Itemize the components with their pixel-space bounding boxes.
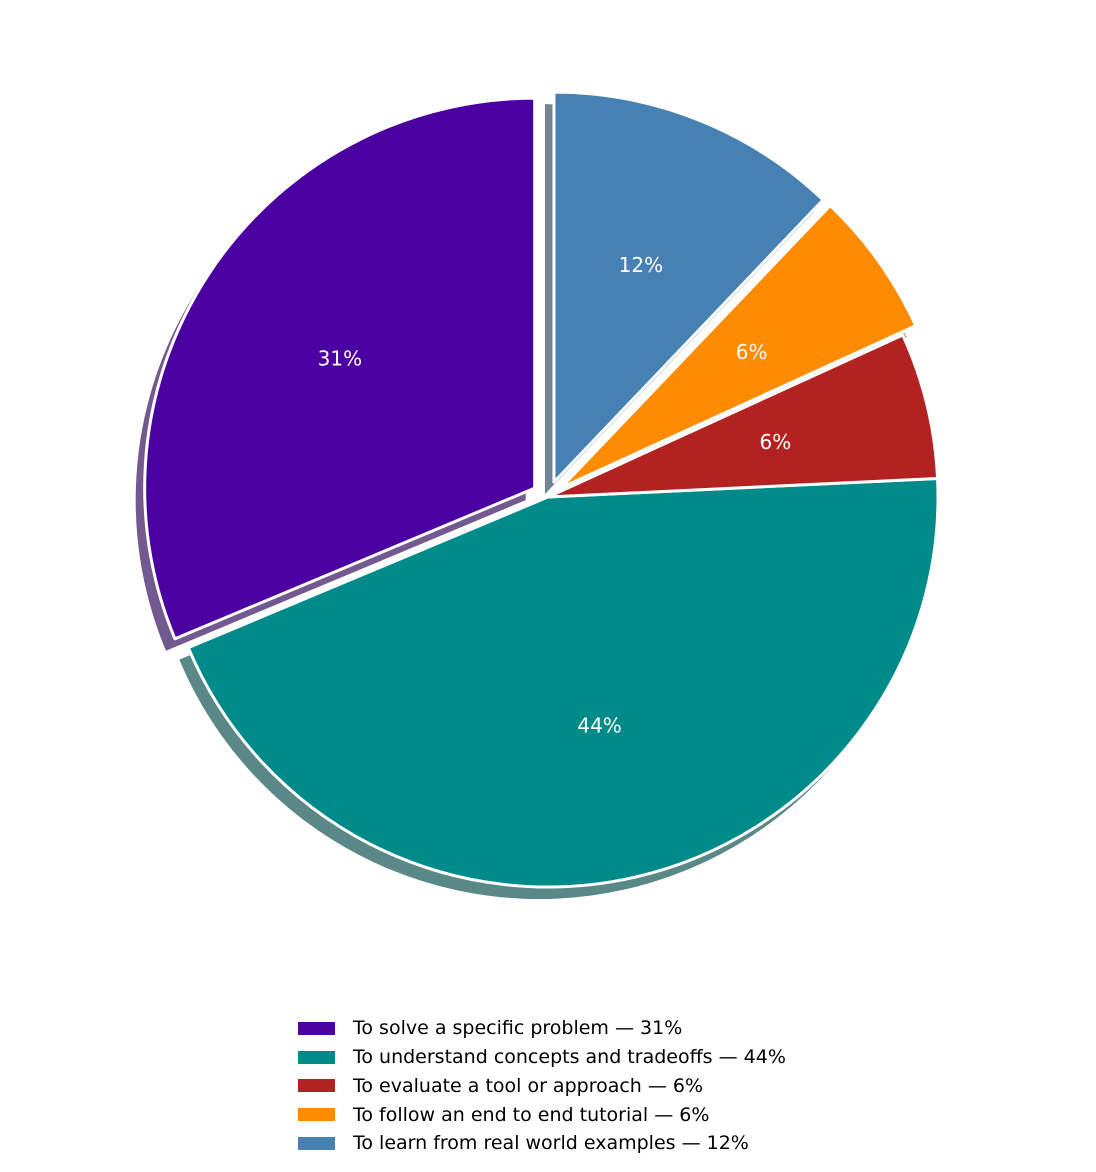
legend-item: To evaluate a tool or approach — 6% — [298, 1072, 786, 1101]
legend: To solve a specific problem — 31% To unde… — [298, 1014, 786, 1158]
pie-slice — [546, 333, 940, 499]
legend-label: To follow an end to end tutorial — 6% — [353, 1103, 710, 1126]
legend-label: To evaluate a tool or approach — 6% — [353, 1074, 704, 1097]
legend-label: To solve a specific problem — 31% — [353, 1017, 683, 1040]
legend-item: To understand concepts and tradeoffs — 4… — [298, 1043, 786, 1072]
legend-swatch — [298, 1050, 335, 1064]
legend-swatch — [298, 1021, 335, 1035]
pie-slice — [186, 476, 940, 889]
slice-percent-label: 44% — [577, 713, 621, 737]
pie-chart-svg: 31% 44% 6% 6% 12% — [135, 90, 940, 900]
label-layer: 31% 44% 6% 6% 12% — [318, 253, 792, 737]
legend-item: To follow an end to end tutorial — 6% — [298, 1100, 786, 1129]
slice-percent-label: 12% — [619, 253, 663, 277]
slice-layer — [143, 90, 940, 889]
legend-swatch — [298, 1136, 335, 1150]
slice-percent-label: 6% — [760, 430, 792, 454]
legend-swatch — [298, 1108, 335, 1122]
legend-item: To solve a specific problem — 31% — [298, 1014, 786, 1043]
legend-label: To learn from real world examples — 12% — [353, 1132, 749, 1155]
legend-swatch — [298, 1079, 335, 1093]
pie-slice — [552, 90, 825, 484]
slice-percent-label: 6% — [736, 340, 768, 364]
pie-slice — [143, 96, 537, 641]
pie-slice — [559, 203, 918, 490]
legend-label: To understand concepts and tradeoffs — 4… — [353, 1046, 786, 1069]
slice-percent-label: 31% — [318, 347, 362, 371]
legend-item: To learn from real world examples — 12% — [298, 1129, 786, 1158]
